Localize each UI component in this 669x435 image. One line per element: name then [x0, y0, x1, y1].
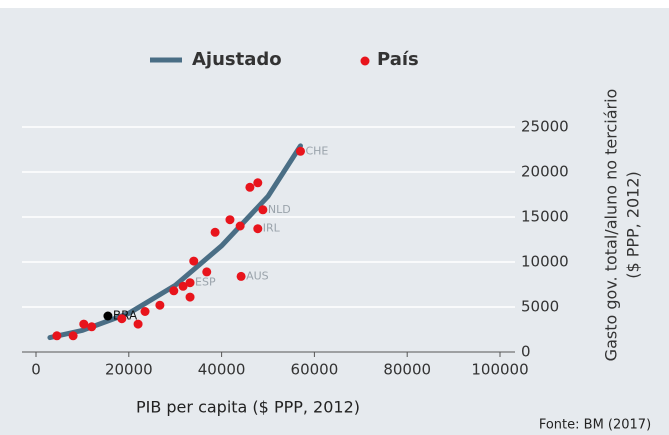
y-tick-label: 5000 [521, 298, 559, 316]
point [225, 215, 235, 225]
point-label: CHE [305, 144, 328, 157]
point [52, 331, 62, 341]
panel [0, 8, 669, 435]
source: Fonte: BM (2017) [539, 418, 651, 433]
legend-label: Ajustado [192, 49, 282, 70]
point [189, 256, 199, 266]
y-tick-label: 10000 [521, 253, 569, 271]
point [133, 319, 143, 329]
point-label: ESP [195, 276, 216, 289]
point-label: NLD [268, 203, 291, 216]
point [169, 286, 179, 296]
point [235, 221, 245, 231]
point [202, 267, 212, 277]
legend-marker [360, 56, 370, 66]
x-tick-label: 0 [31, 361, 41, 379]
point-label: IRL [263, 222, 281, 235]
point-label: AUS [246, 269, 269, 282]
x-tick-label: 20000 [105, 361, 153, 379]
point [185, 292, 195, 302]
y-tick-label: 25000 [521, 118, 569, 136]
point [87, 322, 97, 332]
legend-label: País [377, 49, 419, 70]
point [210, 227, 220, 237]
y-axis-label: Gasto gov. total/aluno no terciário ($ P… [602, 89, 643, 362]
fit-line [47, 143, 303, 341]
y-axis-label-line: Gasto gov. total/aluno no terciário [602, 89, 621, 362]
point [68, 331, 78, 341]
point [79, 319, 89, 329]
point [140, 307, 150, 316]
x-axis-label: PIB per capita ($ PPP, 2012) [136, 398, 360, 417]
point [295, 146, 305, 156]
x-tick-label: 80000 [383, 361, 431, 379]
x-tick-label: 100000 [471, 361, 528, 379]
x-tick-label: 60000 [291, 361, 339, 379]
point [236, 271, 246, 281]
point [117, 314, 127, 324]
point [253, 178, 263, 188]
point [185, 278, 195, 288]
y-axis-label-line: ($ PPP, 2012) [624, 171, 643, 279]
point [253, 224, 263, 234]
point [178, 281, 188, 291]
y-tick-label: 20000 [521, 163, 569, 181]
point [258, 205, 268, 215]
y-tick-label: 0 [521, 343, 531, 361]
point [245, 182, 255, 192]
y-tick-label: 15000 [521, 208, 569, 226]
point [103, 311, 113, 321]
point [155, 300, 165, 310]
x-tick-label: 40000 [198, 361, 246, 379]
